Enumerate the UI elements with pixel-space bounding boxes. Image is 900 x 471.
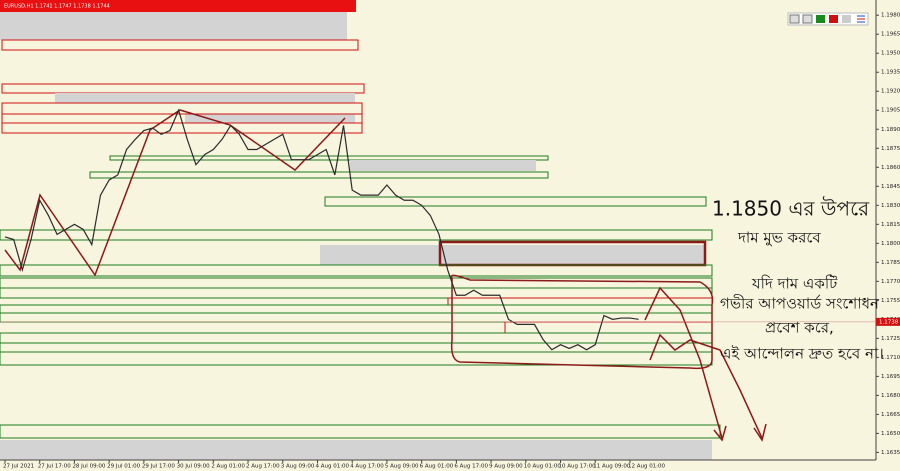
y-tick-label: 1.1815	[881, 222, 900, 228]
y-tick-label: 1.1875	[881, 146, 900, 152]
annotation: যদি দাম একটি	[751, 275, 838, 293]
y-tick-label: 1.1830	[881, 203, 900, 209]
y-tick-label: 1.1860	[881, 165, 900, 171]
current-price-label: 1.1738	[879, 319, 899, 325]
y-tick-label: 1.1950	[881, 51, 900, 57]
y-tick-label: 1.1785	[881, 260, 900, 266]
y-tick-label: 1.1650	[881, 431, 900, 437]
x-tick-label: 27 Jul 17:00	[38, 464, 71, 470]
x-tick-label: 2 Aug 01:00	[211, 464, 245, 470]
price-line	[4, 108, 639, 351]
y-tick-label: 1.1845	[881, 184, 900, 190]
x-tick-label: 3 Aug 09:00	[281, 464, 315, 470]
x-tick-label: 28 Jul 09:00	[72, 464, 105, 470]
y-tick-label: 1.1695	[881, 374, 900, 380]
annotation: এই আন্দোলন দ্রুত হবে না।	[720, 345, 884, 363]
y-tick-label: 1.1980	[881, 13, 900, 19]
x-tick-label: 27 Jul 2021	[3, 464, 34, 470]
y-tick-label: 1.1965	[881, 32, 900, 38]
y-tick-label: 1.1725	[881, 336, 900, 342]
x-tick-label: 30 Jul 09:00	[177, 464, 210, 470]
x-tick-label: 4 Aug 17:00	[350, 464, 384, 470]
y-tick-label: 1.1935	[881, 70, 900, 76]
y-tick-label: 1.1905	[881, 108, 900, 114]
x-tick-label: 9 Aug 09:00	[489, 464, 523, 470]
x-tick-label: 29 Jul 01:00	[107, 464, 140, 470]
x-tick-label: 6 Aug 17:00	[454, 464, 488, 470]
y-tick-label: 1.1710	[881, 355, 900, 361]
y-tick-label: 1.1800	[881, 241, 900, 247]
x-tick-label: 4 Aug 01:00	[315, 464, 349, 470]
y-tick-label: 1.1635	[881, 450, 900, 456]
x-tick-label: 5 Aug 09:00	[385, 464, 419, 470]
y-tick-label: 1.1755	[881, 298, 900, 304]
x-tick-label: 6 Aug 01:00	[420, 464, 454, 470]
title-bar	[0, 0, 356, 12]
y-tick-label: 1.1770	[881, 279, 900, 285]
x-tick-label: 10 Aug 17:00	[559, 464, 597, 470]
x-tick-label: 11 Aug 09:00	[593, 464, 631, 470]
current-price-box	[876, 317, 900, 326]
x-tick-label: 2 Aug 17:00	[246, 464, 280, 470]
y-tick-label: 1.1890	[881, 127, 900, 133]
hand-drawings	[4, 109, 767, 442]
x-tick-label: 29 Jul 17:00	[142, 464, 175, 470]
x-tick-label: 12 Aug 01:00	[628, 464, 666, 470]
annotation: গভীর আপওয়ার্ড সংশোধন	[720, 295, 880, 313]
annotation: 1.1850 এর উপরে	[712, 197, 870, 221]
annotation: দাম মুভ করবে	[737, 229, 821, 247]
x-tick-label: 10 Aug 01:00	[524, 464, 562, 470]
toolbar-icons	[787, 12, 869, 26]
y-tick-label: 1.1680	[881, 393, 900, 399]
y-tick-label: 1.1920	[881, 89, 900, 95]
zones	[0, 12, 721, 460]
chart-title: EURUSD,H1 1.1741 1.1747 1.1738 1.1744	[4, 4, 110, 10]
annotation: প্রবেশ করে,	[765, 319, 834, 337]
y-tick-label: 1.1665	[881, 412, 900, 418]
